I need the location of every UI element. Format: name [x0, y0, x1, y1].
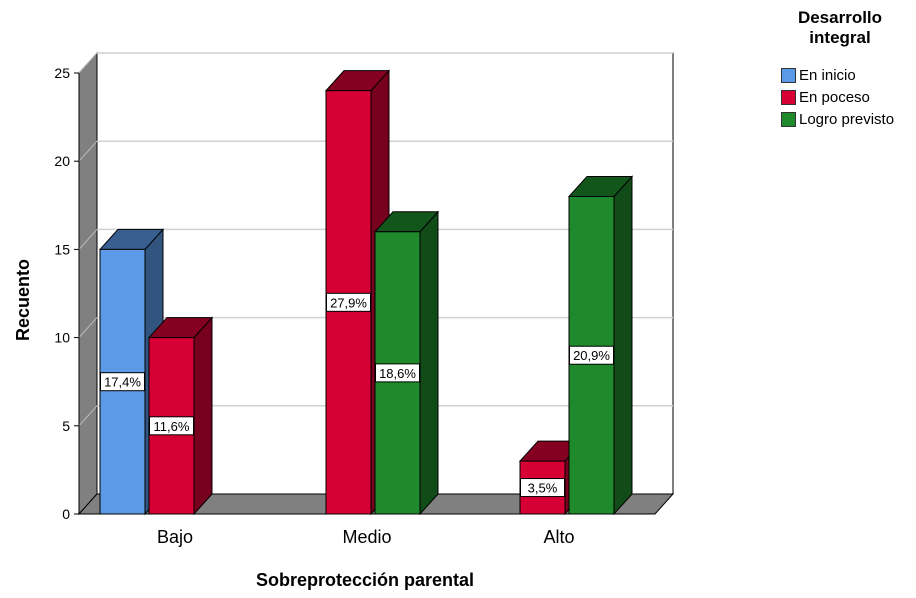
legend-swatch — [781, 89, 796, 105]
data-label: 27,9% — [330, 295, 367, 310]
data-label: 11,6% — [154, 419, 190, 434]
legend-item: Logro previsto — [781, 108, 894, 130]
gridline-side — [78, 140, 98, 162]
gridline-side — [78, 405, 98, 427]
data-label: 18,6% — [379, 366, 416, 381]
y-axis-label: Recuento — [13, 259, 33, 341]
data-label: 17,4% — [104, 375, 141, 390]
data-label-box — [569, 345, 614, 365]
y-tick-label: 15 — [54, 241, 70, 257]
data-label-box — [149, 416, 194, 436]
x-category-label: Medio — [342, 527, 391, 547]
gridline-side — [78, 317, 98, 338]
gridline-side — [78, 52, 98, 74]
bar-side — [613, 175, 633, 516]
legend: En inicio En poceso Logro previsto — [781, 64, 894, 130]
x-axis-label: Sobreprotección parental — [256, 570, 474, 590]
legend-item: En poceso — [781, 86, 894, 108]
bar-side — [419, 210, 439, 516]
y-axis-ticks: 0 5 10 15 20 25 — [54, 65, 80, 522]
data-label: 20,9% — [573, 348, 610, 363]
legend-label: En inicio — [799, 66, 856, 84]
legend-swatch — [781, 111, 796, 127]
data-label: 3,5% — [528, 481, 558, 496]
data-label-box — [326, 292, 371, 312]
y-tick-label: 20 — [54, 153, 70, 169]
x-axis-categories: Bajo Medio Alto — [157, 527, 575, 547]
y-tick-label: 10 — [54, 330, 70, 346]
legend-title: Desarrollo integral — [797, 8, 883, 47]
bar-labels: 17,4% 11,6% 27,9% 18,6% 3,5% 20,9% — [100, 292, 614, 498]
bar-side — [193, 316, 213, 516]
legend-item: En inicio — [781, 64, 894, 86]
y-tick-label: 5 — [62, 418, 70, 434]
legend-swatch — [781, 67, 796, 83]
y-tick-label: 0 — [62, 506, 70, 522]
x-category-label: Bajo — [157, 527, 193, 547]
data-label-box — [375, 363, 420, 383]
y-tick-label: 25 — [54, 65, 70, 81]
legend-label: En poceso — [799, 88, 870, 106]
x-category-label: Alto — [543, 527, 574, 547]
legend-label: Logro previsto — [799, 110, 895, 128]
data-label-box — [520, 478, 565, 498]
data-label-box — [100, 372, 145, 392]
left-wall — [78, 51, 98, 516]
gridline-side — [78, 229, 98, 250]
